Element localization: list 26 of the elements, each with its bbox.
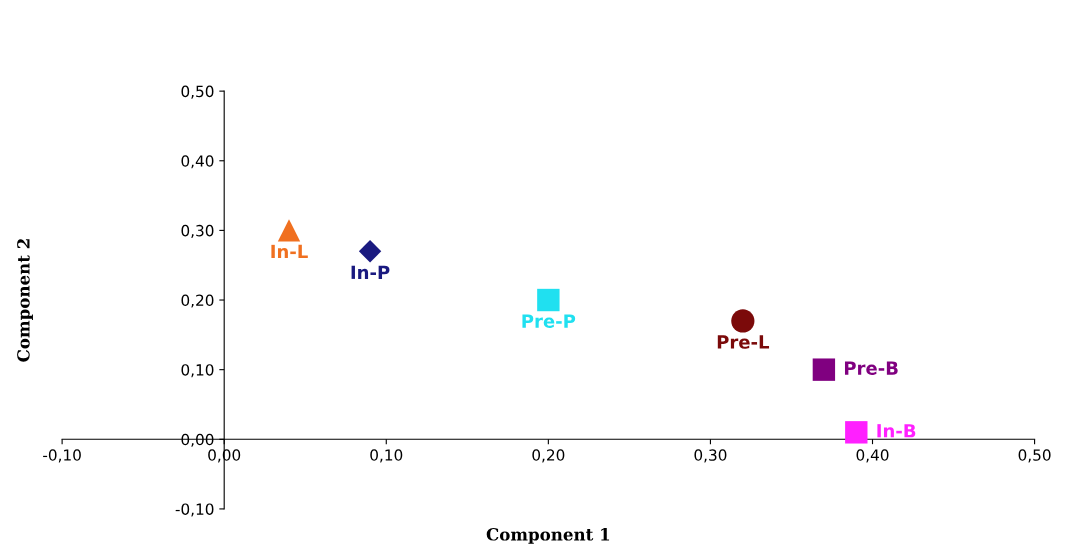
y-tick-label: 0,20 <box>181 294 214 308</box>
point <box>537 288 560 312</box>
x-tick-label: 0,10 <box>370 449 403 463</box>
point <box>358 240 382 263</box>
x-tick-label: 0,40 <box>856 449 889 463</box>
series-label: Pre-L <box>717 335 770 349</box>
x-tick-label: 0,50 <box>1018 449 1051 463</box>
y-tick-label: 0,40 <box>181 155 214 169</box>
y-tick-label: -0,10 <box>175 503 214 517</box>
series-label: In-L <box>271 244 308 259</box>
y-tick-label: 0,30 <box>181 224 214 238</box>
series-label: Pre-B <box>844 361 898 375</box>
x-tick-label: 0,20 <box>532 449 565 463</box>
y-tick-label: 0,50 <box>181 85 214 99</box>
series-label: Pre-P <box>522 314 576 328</box>
series-label: In-B <box>877 424 916 438</box>
point <box>731 309 755 333</box>
x-tick-label: -0,10 <box>43 449 81 463</box>
point <box>845 421 868 444</box>
x-tick-label: 0,30 <box>694 449 727 463</box>
point <box>277 219 301 242</box>
x-axis-title: Component 1 <box>486 528 610 544</box>
point <box>812 358 836 381</box>
y-axis-title: Component 2 <box>17 239 33 362</box>
y-tick-label: 0,10 <box>181 364 214 378</box>
series-label: In-P <box>351 265 390 279</box>
